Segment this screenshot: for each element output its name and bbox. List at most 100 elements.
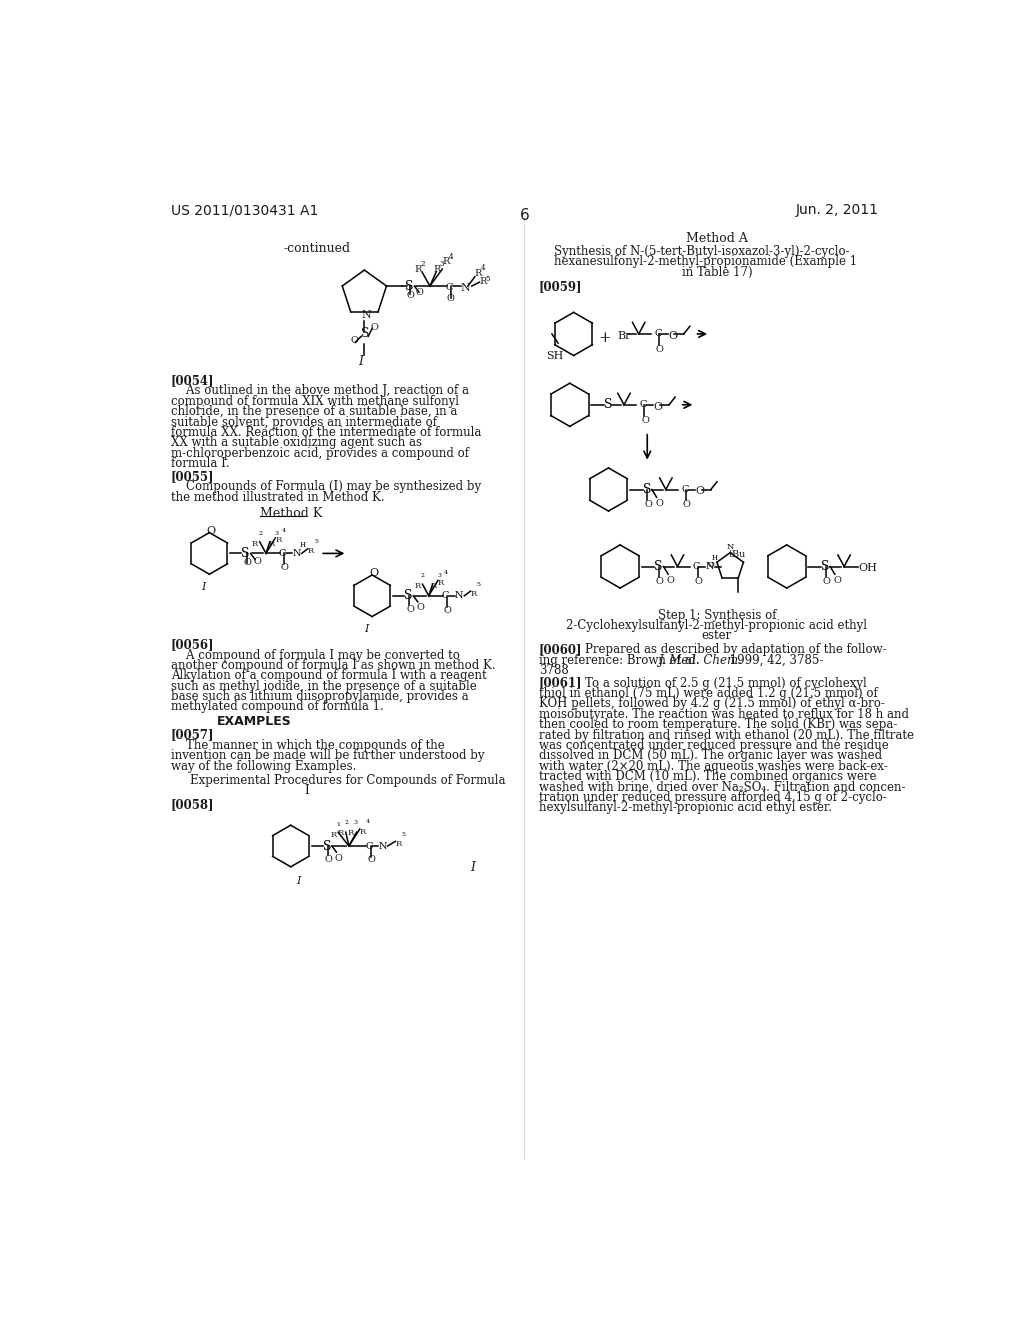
Text: [0060]: [0060] (539, 644, 583, 656)
Text: m-chloroperbenzoic acid, provides a compound of: m-chloroperbenzoic acid, provides a comp… (171, 446, 469, 459)
Text: hexanesulfonyl-2-methyl-propionamide (Example 1: hexanesulfonyl-2-methyl-propionamide (Ex… (554, 256, 857, 268)
Text: R: R (442, 257, 450, 267)
Text: [0056]: [0056] (171, 638, 214, 651)
Text: Prepared as described by adaptation of the follow-: Prepared as described by adaptation of t… (569, 644, 887, 656)
Text: [0061]: [0061] (539, 677, 583, 689)
Text: H: H (299, 541, 305, 549)
Text: the method illustrated in Method K.: the method illustrated in Method K. (171, 491, 384, 504)
Text: Jun. 2, 2011: Jun. 2, 2011 (796, 203, 879, 216)
Text: O: O (335, 854, 343, 863)
Text: ing reference: Brown et al.: ing reference: Brown et al. (539, 653, 703, 667)
Text: O: O (350, 335, 358, 345)
Text: C: C (366, 842, 374, 850)
Text: O: O (325, 855, 333, 865)
Text: 2-Cyclohexylsulfanyl-2-methyl-propionic acid ethyl: 2-Cyclohexylsulfanyl-2-methyl-propionic … (566, 619, 867, 632)
Text: tBu: tBu (729, 549, 746, 558)
Text: N: N (455, 591, 464, 601)
Text: 2: 2 (421, 260, 425, 268)
Text: O: O (407, 290, 415, 300)
Text: R: R (359, 828, 366, 836)
Text: O: O (694, 577, 702, 586)
Text: such as methyl iodide, in the presence of a suitable: such as methyl iodide, in the presence o… (171, 680, 476, 693)
Text: H: H (712, 554, 718, 562)
Text: C: C (654, 330, 662, 338)
Text: R: R (438, 579, 444, 587)
Text: [0058]: [0058] (171, 799, 214, 812)
Text: R: R (347, 829, 353, 837)
Text: N: N (726, 543, 734, 552)
Text: N: N (378, 842, 387, 850)
Text: then cooled to room temperature. The solid (KBr) was sepa-: then cooled to room temperature. The sol… (539, 718, 897, 731)
Text: [0055]: [0055] (171, 470, 214, 483)
Text: chloride, in the presence of a suitable base, in a: chloride, in the presence of a suitable … (171, 405, 457, 418)
Text: S: S (241, 546, 250, 560)
Text: O: O (369, 569, 378, 578)
Text: R: R (331, 830, 337, 838)
Text: O: O (653, 401, 663, 412)
Text: 5: 5 (485, 275, 490, 282)
Text: N: N (292, 549, 301, 558)
Text: A compound of formula I may be converted to: A compound of formula I may be converted… (171, 648, 460, 661)
Text: R: R (471, 590, 477, 598)
Text: way of the following Examples.: way of the following Examples. (171, 760, 356, 772)
Text: in Table 17): in Table 17) (682, 267, 753, 280)
Text: O: O (446, 294, 455, 302)
Text: KOH pellets, followed by 4.2 g (21.5 mmol) of ethyl α-bro-: KOH pellets, followed by 4.2 g (21.5 mmo… (539, 697, 885, 710)
Text: was concentrated under reduced pressure and the residue: was concentrated under reduced pressure … (539, 739, 889, 752)
Text: Step 1: Synthesis of: Step 1: Synthesis of (657, 609, 776, 622)
Text: Compounds of Formula (I) may be synthesized by: Compounds of Formula (I) may be synthesi… (171, 480, 480, 494)
Text: base such as lithium diisopropylamide, provides a: base such as lithium diisopropylamide, p… (171, 690, 468, 704)
Text: moisobutyrate. The reaction was heated to reflux for 18 h and: moisobutyrate. The reaction was heated t… (539, 708, 908, 721)
Text: 2: 2 (258, 531, 262, 536)
Text: with water (2×20 mL). The aqueous washes were back-ex-: with water (2×20 mL). The aqueous washes… (539, 760, 888, 772)
Text: O: O (371, 322, 379, 331)
Text: R: R (433, 265, 440, 273)
Text: +: + (598, 331, 611, 345)
Text: 3: 3 (437, 573, 441, 578)
Text: 6: 6 (520, 209, 529, 223)
Text: N: N (361, 310, 371, 319)
Text: N: N (706, 562, 714, 572)
Text: O: O (407, 605, 414, 614)
Text: 2: 2 (421, 573, 425, 578)
Text: I: I (296, 876, 301, 886)
Text: R: R (474, 269, 481, 279)
Text: R: R (395, 840, 401, 847)
Text: R: R (479, 277, 486, 286)
Text: -continued: -continued (283, 242, 350, 255)
Text: OH: OH (858, 564, 877, 573)
Text: ester: ester (701, 628, 732, 642)
Text: O: O (206, 527, 215, 536)
Text: S: S (323, 840, 331, 853)
Text: Experimental Procedures for Compounds of Formula: Experimental Procedures for Compounds of… (190, 774, 506, 787)
Text: C: C (441, 591, 449, 601)
Text: US 2011/0130431 A1: US 2011/0130431 A1 (171, 203, 318, 216)
Text: O: O (244, 558, 251, 568)
Text: C: C (693, 562, 700, 572)
Text: R: R (268, 540, 274, 548)
Text: compound of formula XIX with methane sulfonyl: compound of formula XIX with methane sul… (171, 395, 459, 408)
Text: Br: Br (617, 331, 631, 341)
Text: [0057]: [0057] (171, 729, 214, 742)
Text: 4: 4 (449, 253, 453, 261)
Text: O: O (667, 576, 675, 585)
Text: 4: 4 (444, 570, 449, 576)
Text: C: C (445, 282, 453, 292)
Text: O: O (281, 564, 289, 573)
Text: As outlined in the above method J, reaction of a: As outlined in the above method J, react… (171, 384, 469, 397)
Text: O: O (655, 499, 663, 508)
Text: R: R (415, 582, 421, 590)
Text: S: S (821, 560, 829, 573)
Text: 5: 5 (314, 539, 318, 544)
Text: S: S (361, 326, 370, 339)
Text: 4: 4 (480, 264, 484, 272)
Text: tracted with DCM (10 mL). The combined organics were: tracted with DCM (10 mL). The combined o… (539, 770, 877, 783)
Text: rated by filtration and rinsed with ethanol (20 mL). The filtrate: rated by filtration and rinsed with etha… (539, 729, 913, 742)
Text: O: O (417, 603, 424, 612)
Text: To a solution of 2.5 g (21.5 mmol) of cyclohexyl: To a solution of 2.5 g (21.5 mmol) of cy… (569, 677, 866, 689)
Text: XX with a suitable oxidizing agent such as: XX with a suitable oxidizing agent such … (171, 437, 422, 449)
Text: O: O (822, 577, 830, 586)
Text: suitable solvent, provides an intermediate of: suitable solvent, provides an intermedia… (171, 416, 436, 429)
Text: S: S (403, 589, 413, 602)
Text: O: O (834, 576, 841, 585)
